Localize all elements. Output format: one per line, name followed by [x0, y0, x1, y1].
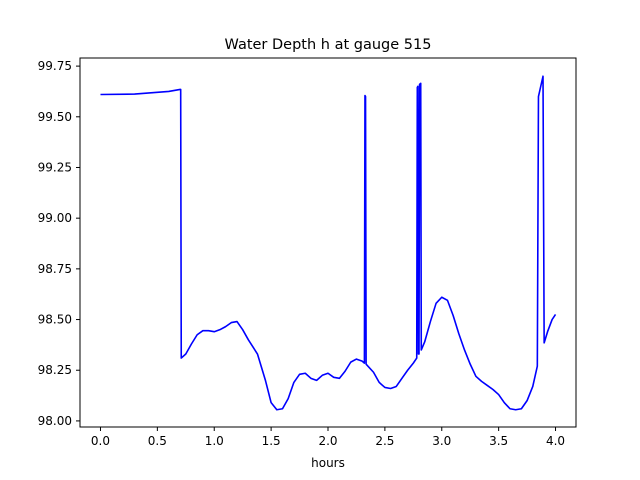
- y-tick-label: 98.25: [38, 363, 72, 377]
- series-line-0: [100, 75, 557, 411]
- x-axis: 0.0 0.5 1.0 1.5 2.0 2.5 3.0 3.5 4.0: [91, 427, 565, 448]
- chart-title: Water Depth h at gauge 515: [225, 37, 432, 53]
- y-tick-label: 99.25: [38, 160, 72, 174]
- y-axis: 98.00 98.25 98.50 98.75 99.00 99.25 99.50 99.75: [38, 59, 80, 428]
- x-tick-label: 3.5: [489, 434, 508, 448]
- y-tick-label: 99.00: [38, 211, 72, 225]
- plot-frame: [79, 57, 577, 428]
- y-tick-label: 98.75: [38, 262, 72, 276]
- x-tick-label: 1.5: [262, 434, 281, 448]
- x-tick-label: 1.0: [205, 434, 224, 448]
- y-tick-label: 98.50: [38, 313, 72, 327]
- y-tick-label: 99.75: [38, 59, 72, 73]
- x-tick-label: 2.5: [375, 434, 394, 448]
- x-tick-label: 4.0: [546, 434, 565, 448]
- x-tick-label: 2.0: [318, 434, 337, 448]
- y-tick-label: 99.50: [38, 110, 72, 124]
- y-tick-label: 98.00: [38, 414, 72, 428]
- x-tick-label: 0.5: [148, 434, 167, 448]
- x-tick-label: 3.0: [432, 434, 451, 448]
- plot-content: [100, 75, 557, 411]
- x-tick-label: 0.0: [91, 434, 110, 448]
- x-axis-label: hours: [311, 456, 345, 470]
